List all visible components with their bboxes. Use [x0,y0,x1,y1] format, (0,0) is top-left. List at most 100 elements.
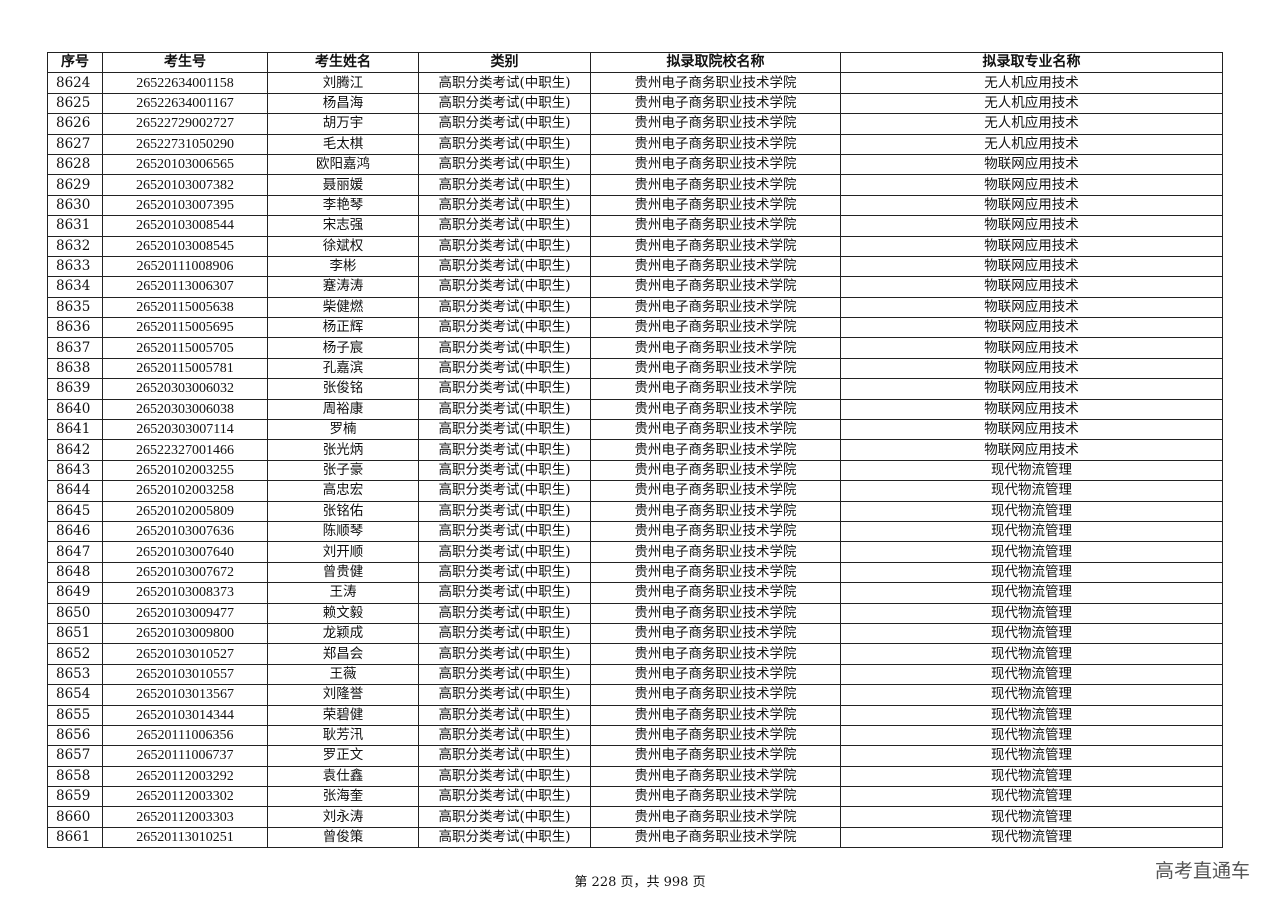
cell-name: 孔嘉滨 [267,357,419,380]
cell-category: 高职分类考试(中职生) [418,337,591,359]
table-row: 8626 26522729002727 胡万宇 高职分类考试(中职生) 贵州电子商务职业… [47,113,1223,135]
cell-category: 高职分类考试(中职生) [418,806,591,828]
table-row: 8644 26520102003258 高忠宏 高职分类考试(中职生) 贵州电子商务职业… [47,480,1223,502]
table-body: 8624 26522634001158 刘腾江 高职分类考试(中职生) 贵州电子商务职业… [47,72,1223,849]
cell-exam-id: 26520111006356 [102,724,268,747]
cell-category: 高职分类考试(中职生) [418,684,591,706]
cell-school: 贵州电子商务职业技术学院 [590,745,841,767]
table-row: 8658 26520112003292 袁仕鑫 高职分类考试(中职生) 贵州电子商务职业… [47,765,1223,788]
cell-name: 张海奎 [267,786,419,808]
cell-name: 杨昌海 [267,92,419,115]
cell-school: 贵州电子商务职业技术学院 [590,561,841,584]
cell-major: 现代物流管理 [840,765,1223,788]
cell-school: 贵州电子商务职业技术学院 [590,684,841,706]
cell-name: 张子豪 [267,459,419,482]
cell-exam-id: 26520103010527 [102,643,268,665]
cell-exam-id: 26520103008545 [102,235,268,257]
cell-major: 无人机应用技术 [840,92,1223,115]
table-row: 8625 26522634001167 杨昌海 高职分类考试(中职生) 贵州电子商务职业… [47,92,1223,115]
cell-school: 贵州电子商务职业技术学院 [590,500,841,522]
cell-name: 高忠宏 [267,480,419,502]
cell-category: 高职分类考试(中职生) [418,541,591,563]
cell-major: 物联网应用技术 [840,235,1223,257]
cell-category: 高职分类考试(中职生) [418,235,591,257]
cell-exam-id: 26522731050290 [102,133,268,155]
header-category: 类别 [418,51,591,74]
cell-major: 现代物流管理 [840,500,1223,522]
cell-name: 荣碧健 [267,704,419,726]
cell-category: 高职分类考试(中职生) [418,480,591,502]
cell-school: 贵州电子商务职业技术学院 [590,72,841,94]
cell-name: 袁仕鑫 [267,765,419,788]
cell-seq: 8650 [47,602,103,624]
cell-school: 贵州电子商务职业技术学院 [590,419,841,441]
cell-major: 现代物流管理 [840,745,1223,767]
cell-seq: 8631 [47,215,103,237]
cell-seq: 8624 [47,72,103,94]
cell-major: 现代物流管理 [840,806,1223,828]
cell-exam-id: 26520103007640 [102,541,268,563]
cell-major: 物联网应用技术 [840,255,1223,278]
cell-major: 物联网应用技术 [840,398,1223,421]
table-row: 8659 26520112003302 张海奎 高职分类考试(中职生) 贵州电子商务职业… [47,786,1223,808]
cell-name: 赖文毅 [267,602,419,624]
cell-exam-id: 26520102003255 [102,459,268,482]
cell-school: 贵州电子商务职业技术学院 [590,235,841,257]
cell-major: 物联网应用技术 [840,276,1223,298]
table-row: 8650 26520103009477 赖文毅 高职分类考试(中职生) 贵州电子商务职业… [47,602,1223,624]
cell-category: 高职分类考试(中职生) [418,724,591,747]
cell-major: 物联网应用技术 [840,419,1223,441]
cell-exam-id: 26520103007382 [102,174,268,196]
cell-exam-id: 26520103009477 [102,602,268,624]
cell-name: 刘永涛 [267,806,419,828]
table-row: 8627 26522731050290 毛太棋 高职分类考试(中职生) 贵州电子商务职业… [47,133,1223,155]
cell-exam-id: 26520103013567 [102,684,268,706]
cell-major: 现代物流管理 [840,480,1223,502]
cell-exam-id: 26520115005695 [102,317,268,339]
cell-seq: 8661 [47,826,103,849]
cell-exam-id: 26520103009800 [102,622,268,645]
cell-major: 物联网应用技术 [840,337,1223,359]
cell-exam-id: 26520103007636 [102,520,268,543]
cell-exam-id: 26520103014344 [102,704,268,726]
header-exam-id: 考生号 [102,51,268,74]
cell-name: 张俊铭 [267,378,419,400]
cell-school: 贵州电子商务职业技术学院 [590,663,841,686]
table-row: 8652 26520103010527 郑昌会 高职分类考试(中职生) 贵州电子商务职业… [47,643,1223,665]
cell-school: 贵州电子商务职业技术学院 [590,398,841,421]
cell-exam-id: 26520113010251 [102,826,268,849]
cell-exam-id: 26520115005705 [102,337,268,359]
cell-category: 高职分类考试(中职生) [418,255,591,278]
cell-name: 罗正文 [267,745,419,767]
cell-school: 贵州电子商务职业技术学院 [590,765,841,788]
cell-major: 现代物流管理 [840,826,1223,849]
cell-exam-id: 26520113006307 [102,276,268,298]
cell-major: 物联网应用技术 [840,215,1223,237]
cell-school: 贵州电子商务职业技术学院 [590,174,841,196]
cell-category: 高职分类考试(中职生) [418,786,591,808]
table-row: 8635 26520115005638 柴健燃 高职分类考试(中职生) 贵州电子商务职业… [47,296,1223,319]
table-row: 8645 26520102005809 张铭佑 高职分类考试(中职生) 贵州电子商务职业… [47,500,1223,522]
cell-major: 现代物流管理 [840,704,1223,726]
cell-category: 高职分类考试(中职生) [418,520,591,543]
cell-name: 徐斌权 [267,235,419,257]
cell-name: 刘开顺 [267,541,419,563]
table-row: 8638 26520115005781 孔嘉滨 高职分类考试(中职生) 贵州电子商务职业… [47,357,1223,380]
table-row: 8629 26520103007382 聂丽媛 高职分类考试(中职生) 贵州电子商务职业… [47,174,1223,196]
cell-seq: 8629 [47,174,103,196]
cell-school: 贵州电子商务职业技术学院 [590,153,841,176]
table-row: 8636 26520115005695 杨正辉 高职分类考试(中职生) 贵州电子商务职业… [47,317,1223,339]
table-row: 8647 26520103007640 刘开顺 高职分类考试(中职生) 贵州电子商务职业… [47,541,1223,563]
cell-exam-id: 26520102005809 [102,500,268,522]
table-row: 8655 26520103014344 荣碧健 高职分类考试(中职生) 贵州电子商务职业… [47,704,1223,726]
cell-major: 现代物流管理 [840,663,1223,686]
cell-name: 龙颖成 [267,622,419,645]
cell-exam-id: 26522327001466 [102,439,268,461]
cell-school: 贵州电子商务职业技术学院 [590,133,841,155]
cell-name: 李彬 [267,255,419,278]
cell-category: 高职分类考试(中职生) [418,745,591,767]
table-row: 8633 26520111008906 李彬 高职分类考试(中职生) 贵州电子商务职业技… [47,255,1223,278]
table-row: 8639 26520303006032 张俊铭 高职分类考试(中职生) 贵州电子商务职业… [47,378,1223,400]
cell-school: 贵州电子商务职业技术学院 [590,378,841,400]
cell-school: 贵州电子商务职业技术学院 [590,480,841,502]
